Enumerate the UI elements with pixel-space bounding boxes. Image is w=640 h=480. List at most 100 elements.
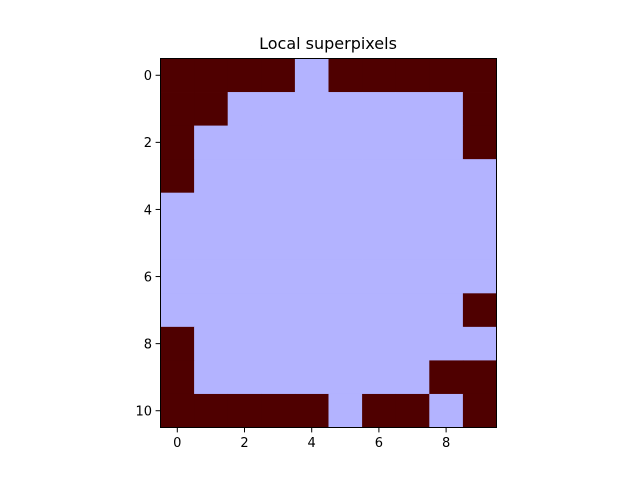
heatmap-cell — [194, 58, 229, 93]
heatmap-cell — [429, 326, 464, 361]
heatmap-cell — [227, 293, 262, 328]
heatmap-cell — [395, 293, 430, 328]
heatmap-cell — [395, 125, 430, 160]
heatmap-cell — [160, 92, 195, 126]
y-tick-label: 10 — [135, 405, 152, 420]
heatmap-cell — [160, 125, 195, 160]
x-axis: 0 2 4 6 8 — [173, 427, 450, 451]
heatmap-cell — [194, 125, 229, 160]
heatmap-cell — [294, 360, 329, 395]
heatmap-cell — [462, 293, 497, 328]
heatmap-cell — [294, 192, 329, 227]
heatmap-cell — [362, 92, 397, 126]
x-tick-label: 0 — [173, 436, 181, 451]
y-axis: 0 2 4 6 8 10 — [135, 69, 161, 420]
heatmap-cell — [328, 293, 363, 328]
heatmap-cell — [429, 58, 464, 93]
heatmap-cell — [328, 192, 363, 227]
heatmap-cell — [362, 192, 397, 227]
heatmap-cell — [462, 58, 497, 93]
heatmap-cell — [294, 226, 329, 261]
heatmap-cell — [194, 226, 229, 261]
heatmap-cell — [160, 159, 195, 194]
heatmap-cell — [160, 393, 195, 428]
heatmap-cell — [362, 259, 397, 294]
plot-frame — [160, 58, 497, 428]
heatmap-cell — [328, 125, 363, 160]
heatmap-cell — [294, 393, 329, 428]
heatmap-cell — [194, 393, 229, 428]
heatmap-cell — [362, 58, 397, 93]
heatmap-cell — [160, 226, 195, 261]
heatmap-cell — [462, 393, 497, 428]
heatmap-cell — [462, 326, 497, 361]
heatmap-cell — [294, 92, 329, 126]
heatmap-cell — [261, 226, 296, 261]
heatmap-cell — [462, 92, 497, 126]
heatmap-cell — [160, 326, 195, 361]
x-tick-label: 2 — [240, 436, 248, 451]
heatmap-cell — [294, 293, 329, 328]
heatmap-cell — [160, 259, 195, 294]
heatmap-cell — [429, 393, 464, 428]
heatmap-cell — [261, 58, 296, 93]
heatmap-cell — [395, 326, 430, 361]
heatmap-cell — [261, 92, 296, 126]
heatmap-cell — [261, 192, 296, 227]
heatmap-cell — [429, 125, 464, 160]
heatmap-cell — [294, 326, 329, 361]
heatmap-cell — [362, 159, 397, 194]
heatmap-cell — [362, 393, 397, 428]
heatmap-cell — [429, 159, 464, 194]
heatmap-cell — [328, 259, 363, 294]
heatmap-cell — [328, 226, 363, 261]
heatmap-cell — [395, 226, 430, 261]
heatmap-cell — [160, 293, 195, 328]
heatmap-cell — [261, 293, 296, 328]
heatmap-cell — [227, 58, 262, 93]
heatmap-cell — [194, 293, 229, 328]
y-tick-label: 2 — [144, 136, 152, 151]
y-tick-label: 4 — [144, 203, 152, 218]
heatmap-cell — [395, 58, 430, 93]
heatmap-cell — [294, 125, 329, 160]
heatmap-cell — [429, 259, 464, 294]
heatmap-cell — [194, 360, 229, 395]
heatmap-cell — [227, 159, 262, 194]
heatmap-cell — [328, 92, 363, 126]
heatmap-cell — [294, 159, 329, 194]
y-tick-label: 0 — [144, 69, 152, 84]
heatmap-cell — [395, 159, 430, 194]
heatmap-cell — [395, 360, 430, 395]
heatmap-cell — [462, 125, 497, 160]
heatmap-cell — [462, 192, 497, 227]
heatmap-cell — [261, 326, 296, 361]
heatmap-cell — [328, 326, 363, 361]
heatmap-cell — [227, 125, 262, 160]
heatmap-cell — [362, 360, 397, 395]
heatmap-cell — [160, 360, 195, 395]
heatmap-cell — [362, 226, 397, 261]
heatmap-cell — [261, 125, 296, 160]
heatmap-cell — [328, 393, 363, 428]
heatmap-cell — [261, 393, 296, 428]
heatmap-cell — [261, 259, 296, 294]
heatmap-cell — [194, 192, 229, 227]
heatmap-cell — [429, 192, 464, 227]
heatmap-cell — [294, 58, 329, 93]
heatmap-cell — [462, 360, 497, 395]
heatmap-cell — [395, 92, 430, 126]
x-tick-label: 8 — [442, 436, 450, 451]
heatmap-cell — [395, 259, 430, 294]
heatmap-cell — [160, 192, 195, 227]
heatmap-cell — [429, 360, 464, 395]
heatmap-cell — [362, 125, 397, 160]
chart-title: Local superpixels — [259, 34, 397, 53]
heatmap-cell — [194, 159, 229, 194]
heatmap-cell — [429, 92, 464, 126]
heatmap-cell — [462, 259, 497, 294]
heatmap-cells — [160, 58, 497, 428]
heatmap-cell — [362, 326, 397, 361]
heatmap-cell — [261, 159, 296, 194]
